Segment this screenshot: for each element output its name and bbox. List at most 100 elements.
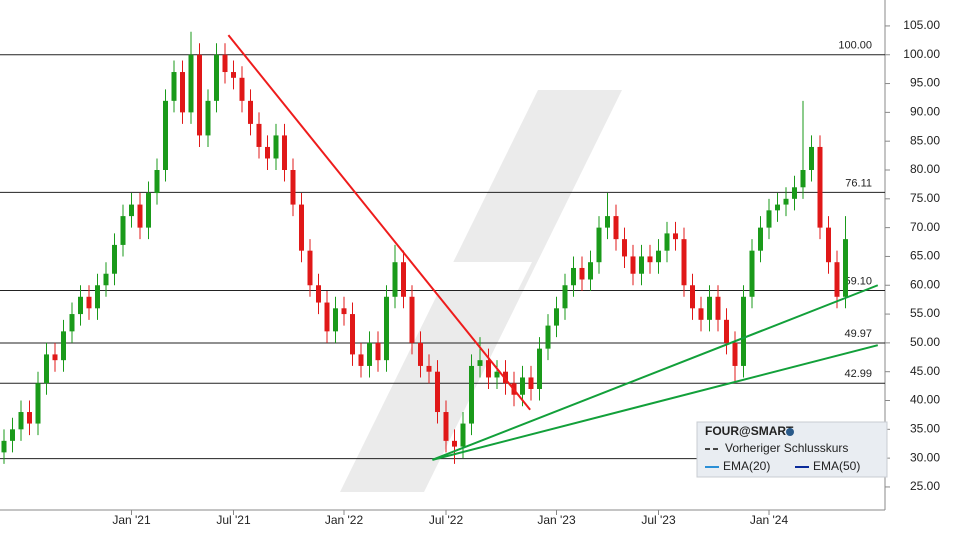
candle-body xyxy=(18,412,24,430)
candle-body xyxy=(256,123,262,147)
candle-body xyxy=(588,262,593,280)
candle-body xyxy=(86,296,92,309)
candle-body xyxy=(222,54,228,73)
candle-body xyxy=(460,423,466,447)
level-label: 76.11 xyxy=(845,177,872,189)
candle-body xyxy=(435,371,440,413)
candle-body xyxy=(698,308,704,320)
candle-body xyxy=(282,135,287,170)
candle-body xyxy=(834,262,840,297)
candle-body xyxy=(792,187,797,199)
candle-body xyxy=(205,100,211,136)
candle-body xyxy=(341,308,347,315)
y-tick-label: 75.00 xyxy=(910,191,940,205)
y-tick-label: 100.00 xyxy=(903,47,940,61)
candle-body xyxy=(656,250,661,263)
x-tick-label: Jan '23 xyxy=(537,513,576,527)
candle-body xyxy=(469,365,474,424)
candle-body xyxy=(375,342,381,361)
candle-body xyxy=(188,54,194,113)
candle-body xyxy=(520,377,525,395)
candle-body xyxy=(477,360,483,366)
trendline xyxy=(227,34,531,411)
candle-body xyxy=(741,296,746,366)
candle-body xyxy=(392,262,398,297)
x-tick-label: Jan '22 xyxy=(325,513,364,527)
candle-body xyxy=(171,72,177,101)
candle-body xyxy=(681,239,687,286)
candle-body xyxy=(10,429,15,441)
candle-body xyxy=(401,262,406,297)
candle-body xyxy=(639,256,644,274)
watermark xyxy=(340,90,622,492)
y-tick-label: 50.00 xyxy=(910,335,940,349)
x-tick-label: Jul '21 xyxy=(216,513,251,527)
candle-body xyxy=(622,239,627,257)
y-tick-label: 105.00 xyxy=(903,18,940,32)
candle-body xyxy=(766,210,772,228)
y-tick-label: 85.00 xyxy=(910,133,940,147)
candle-body xyxy=(27,412,32,424)
candle-body xyxy=(664,233,670,251)
candle-body xyxy=(231,72,236,78)
candle-body xyxy=(443,412,449,441)
y-tick-label: 55.00 xyxy=(910,306,940,320)
y-tick-label: 90.00 xyxy=(910,105,940,119)
candle-body xyxy=(265,146,270,159)
candle-body xyxy=(239,77,245,101)
candle-body xyxy=(163,100,168,170)
legend-label: EMA(20) xyxy=(723,459,770,473)
candle-body xyxy=(783,198,789,205)
candle-body xyxy=(61,331,66,361)
legend-icon xyxy=(786,428,794,436)
candle-body xyxy=(690,285,695,309)
candle-body xyxy=(579,267,585,280)
legend-label: EMA(50) xyxy=(813,459,860,473)
candle-body xyxy=(758,227,763,251)
candle-body xyxy=(571,267,576,286)
y-tick-label: 70.00 xyxy=(910,220,940,234)
trendline xyxy=(432,344,879,461)
y-tick-label: 25.00 xyxy=(910,479,940,493)
candle-body xyxy=(333,308,338,332)
candle-body xyxy=(554,308,559,326)
candle-body xyxy=(528,377,534,389)
y-tick-label: 40.00 xyxy=(910,393,940,407)
candle-body xyxy=(367,342,372,366)
candle-body xyxy=(409,296,415,343)
candle-body xyxy=(290,170,296,205)
legend-title: FOUR@SMART xyxy=(705,424,794,438)
y-tick-label: 30.00 xyxy=(910,450,940,464)
level-label: 100.00 xyxy=(838,40,872,52)
candle-body xyxy=(800,170,806,188)
x-tick-label: Jul '23 xyxy=(641,513,676,527)
candle-body xyxy=(358,354,364,366)
candle-body xyxy=(749,250,755,297)
candle-body xyxy=(630,256,636,274)
candle-body xyxy=(843,239,848,297)
candle-body xyxy=(316,285,321,303)
candle-body xyxy=(273,135,279,159)
x-tick-label: Jul '22 xyxy=(429,513,464,527)
candle-body xyxy=(95,285,100,309)
candle-body xyxy=(35,383,41,424)
candle-body xyxy=(44,354,49,384)
legend: FOUR@SMART Vorheriger Schlusskurs EMA(20) E… xyxy=(696,421,888,478)
candle-body xyxy=(426,365,432,372)
level-label: 49.97 xyxy=(844,328,872,340)
candle-body xyxy=(307,250,313,286)
candle-body xyxy=(503,371,508,384)
candle-body xyxy=(452,440,457,447)
candle-body xyxy=(69,314,75,332)
candle-body xyxy=(775,204,780,211)
candle-body xyxy=(826,227,831,263)
y-tick-label: 60.00 xyxy=(910,277,940,291)
candle-body xyxy=(103,273,109,286)
candle-body xyxy=(214,54,219,101)
candle-body xyxy=(180,72,185,113)
candle-body xyxy=(596,227,602,263)
candle-body xyxy=(562,285,568,309)
candle-body xyxy=(673,233,678,240)
y-tick-label: 95.00 xyxy=(910,76,940,90)
